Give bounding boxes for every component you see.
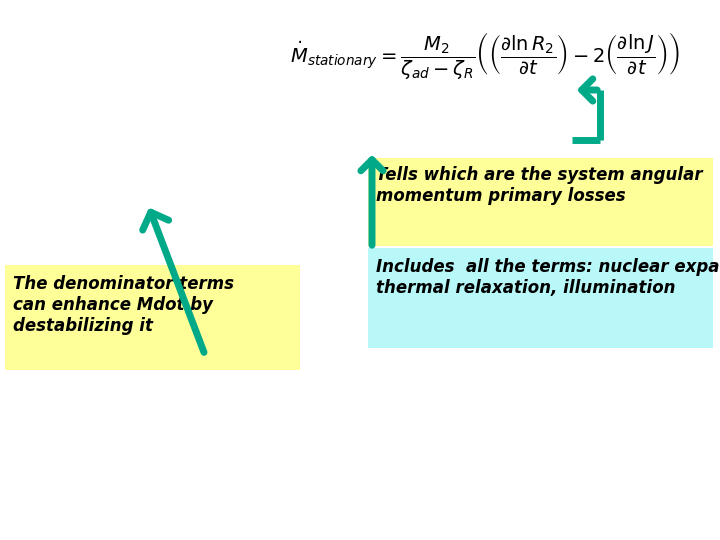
Text: Includes  all the terms: nuclear expansion,
thermal relaxation, illumination: Includes all the terms: nuclear expansio… bbox=[376, 258, 720, 297]
Text: The denominator terms
can enhance Mdot by
destabilizing it: The denominator terms can enhance Mdot b… bbox=[13, 275, 234, 335]
Bar bbox=[368, 248, 713, 348]
Bar bbox=[368, 158, 713, 246]
Text: $\dot{M}_{stationary} = \dfrac{M_2}{\zeta_{ad} - \zeta_R}\left(\left(\dfrac{\par: $\dot{M}_{stationary} = \dfrac{M_2}{\zet… bbox=[290, 30, 680, 81]
Text: Tells which are the system angular
momentum primary losses: Tells which are the system angular momen… bbox=[376, 166, 703, 205]
Bar bbox=[5, 265, 300, 370]
